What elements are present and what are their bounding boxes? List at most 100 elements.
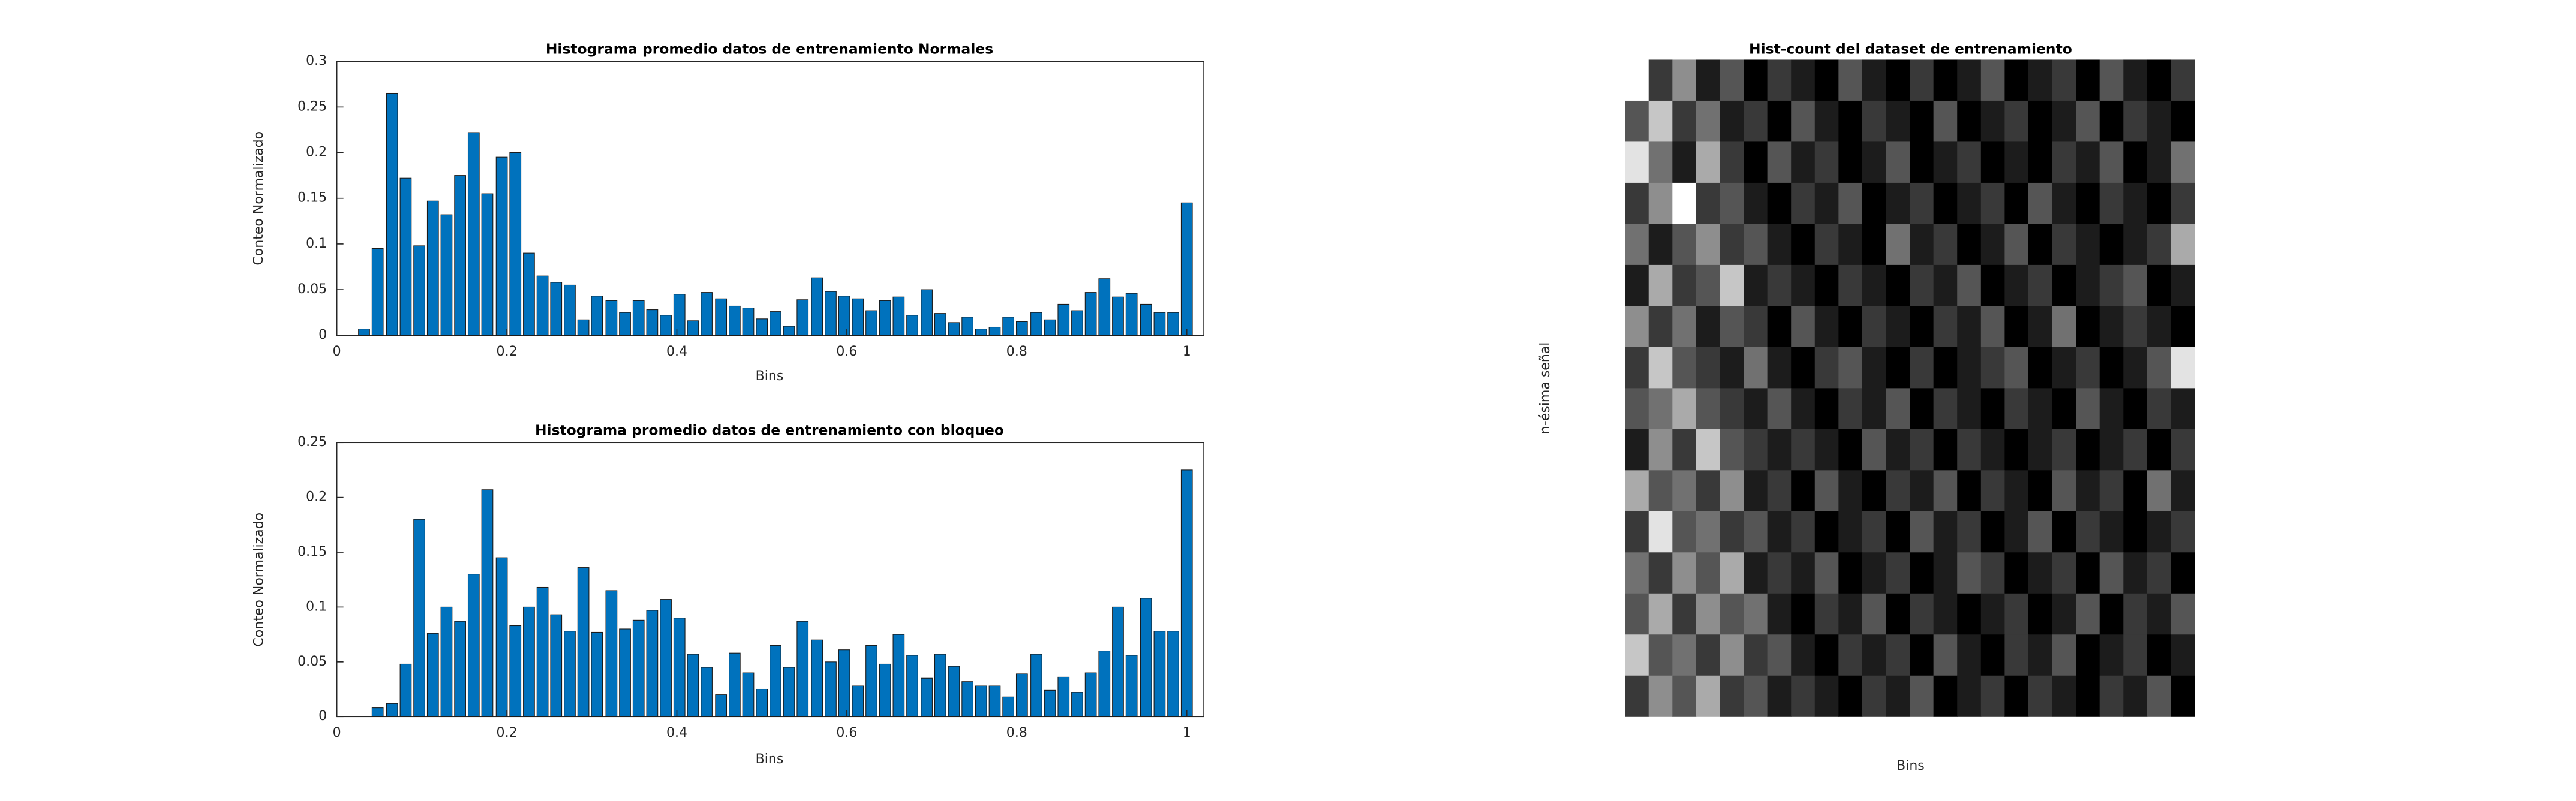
- heatmap-cell: [1672, 100, 1697, 142]
- heatmap-cell: [1910, 470, 1934, 512]
- heatmap-cell: [1672, 552, 1697, 594]
- heatmap-cell: [1980, 593, 2005, 635]
- heatmap-cell: [1767, 634, 1792, 676]
- y-tick-label: 0: [318, 327, 327, 342]
- heatmap-cell: [2028, 59, 2053, 101]
- heatmap-cell: [1625, 429, 1649, 471]
- heatmap-cell: [2076, 634, 2100, 676]
- bar: [1167, 631, 1179, 717]
- bar: [1167, 312, 1179, 336]
- heatmap-cell: [1910, 634, 1934, 676]
- heatmap-cell: [2147, 182, 2171, 224]
- heatmap-cell: [1886, 264, 1910, 306]
- heatmap-cell: [1838, 388, 1863, 430]
- heatmap-cell: [1696, 141, 1721, 183]
- heatmap-cell: [2147, 593, 2171, 635]
- y-tick-label: 0.05: [297, 282, 327, 297]
- heatmap-cell: [1696, 59, 1721, 101]
- heatmap-cell: [1862, 552, 1887, 594]
- heatmap-cell: [2123, 634, 2148, 676]
- heatmap-cell: [2076, 388, 2100, 430]
- heatmap-cell: [2004, 224, 2029, 266]
- heatmap-cell: [1625, 224, 1649, 266]
- heatmap-cell: [1980, 224, 2005, 266]
- heatmap-cell: [1767, 100, 1792, 142]
- heatmap-cell: [2052, 306, 2076, 348]
- heatmap-cell: [1980, 264, 2005, 306]
- bar: [605, 300, 618, 336]
- heatmap-cell: [1720, 552, 1744, 594]
- heatmap-cell: [1720, 347, 1744, 389]
- heatmap-cell: [1625, 511, 1649, 553]
- heatmap-cell: [2099, 675, 2124, 717]
- heatmap-cell: [2004, 552, 2029, 594]
- heatmap-cell: [1886, 429, 1910, 471]
- heatmap-cell: [2076, 593, 2100, 635]
- heatmap-cell: [1933, 182, 1958, 224]
- bar: [1180, 469, 1193, 717]
- y-axis-label: Conteo Normalizado: [251, 513, 266, 647]
- heatmap-cell: [1957, 388, 1982, 430]
- heatmap-cell: [1814, 429, 1839, 471]
- bar: [687, 320, 699, 336]
- heatmap-cell: [1814, 141, 1839, 183]
- bar: [1057, 303, 1070, 336]
- heatmap-cell: [1838, 182, 1863, 224]
- bar: [1015, 673, 1028, 717]
- heatmap-cell: [1886, 470, 1910, 512]
- heatmap-cell: [1886, 511, 1910, 553]
- heatmap-cell: [2147, 141, 2171, 183]
- heatmap-cell: [2171, 388, 2195, 430]
- bar: [756, 688, 768, 717]
- heatmap-cell: [1886, 593, 1910, 635]
- heatmap-cell: [1672, 429, 1697, 471]
- heatmap-cell: [1814, 552, 1839, 594]
- bar: [646, 309, 659, 336]
- bar: [948, 666, 960, 717]
- heatmap-cell: [1720, 59, 1744, 101]
- bar: [906, 655, 918, 717]
- heatmap-cell: [1838, 141, 1863, 183]
- heatmap-cell: [2099, 511, 2124, 553]
- bar: [921, 677, 933, 717]
- heatmap-cell: [2123, 675, 2148, 717]
- heatmap-cell: [1886, 100, 1910, 142]
- bar: [838, 649, 850, 717]
- bar: [509, 152, 522, 336]
- bar: [536, 275, 549, 336]
- bar: [495, 156, 508, 336]
- x-tick-label: 1: [1183, 725, 1191, 740]
- heatmap-cell: [1791, 182, 1815, 224]
- heatmap-cell: [2171, 264, 2195, 306]
- heatmap-cell: [1625, 264, 1649, 306]
- x-tick-label: 0: [333, 344, 341, 359]
- bar: [701, 667, 713, 717]
- bar: [1002, 696, 1015, 717]
- bar: [564, 631, 576, 717]
- heatmap-cell: [1957, 100, 1982, 142]
- bar: [454, 621, 466, 717]
- heatmap-cell: [1744, 593, 1768, 635]
- bar: [1153, 631, 1166, 717]
- heatmap-cell: [1696, 224, 1721, 266]
- heatmap-cell: [1814, 511, 1839, 553]
- heatmap-cell: [2099, 100, 2124, 142]
- heatmap-cell: [1933, 141, 1958, 183]
- heatmap-cell: [1886, 675, 1910, 717]
- x-tick-label: 0: [333, 725, 341, 740]
- bar: [673, 294, 686, 336]
- heatmap-cell: [1862, 100, 1887, 142]
- heatmap-cell: [2171, 59, 2195, 101]
- bar: [386, 703, 398, 717]
- bar: [796, 621, 809, 717]
- heatmap-cell: [2076, 552, 2100, 594]
- heatmap-cell: [2147, 306, 2171, 348]
- heatmap-cell: [1696, 675, 1721, 717]
- bar: [892, 296, 905, 336]
- heatmap-cell: [2099, 182, 2124, 224]
- heatmap-cell: [2004, 388, 2029, 430]
- heatmap-cell: [2076, 141, 2100, 183]
- heatmap-cell: [1672, 388, 1697, 430]
- heatmap-cell: [1814, 182, 1839, 224]
